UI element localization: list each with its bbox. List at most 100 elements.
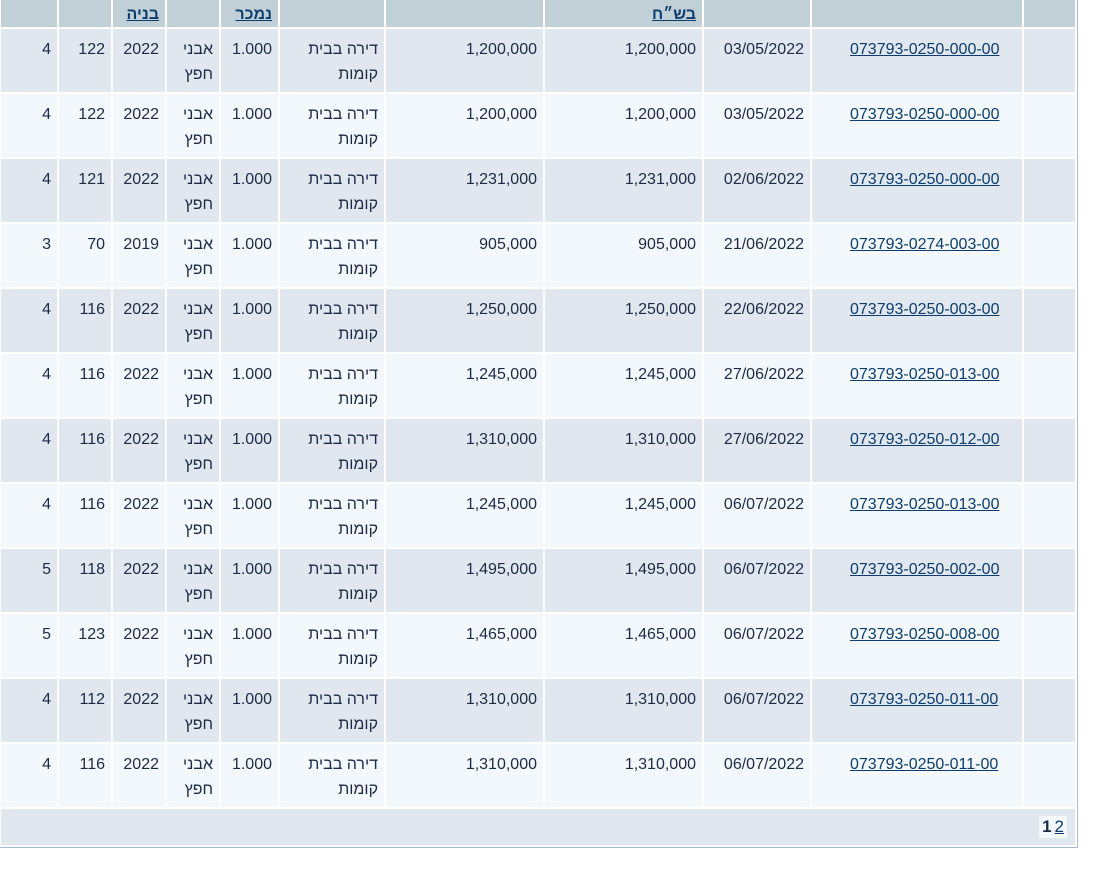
gush-link[interactable]: 073793-0250-000-00: [850, 106, 1000, 123]
column-header-6[interactable]: נמכר: [221, 0, 278, 27]
rooms-cell: 4: [1, 419, 57, 482]
property-type-cell: דירה בבית קומות: [280, 484, 384, 547]
area-cell: 116: [59, 419, 111, 482]
date-cell: 03/05/2022: [704, 29, 810, 92]
rooms-cell: 4: [1, 94, 57, 157]
area-cell: 116: [59, 744, 111, 807]
fraction-cell: 1.000: [221, 94, 278, 157]
gush-cell: 073793-0250-002-00: [812, 549, 1022, 612]
fraction-cell: 1.000: [221, 549, 278, 612]
gush-link[interactable]: 073793-0250-000-00: [850, 41, 1000, 58]
property-type-cell: דירה בבית קומות: [280, 224, 384, 287]
property-type-cell: דירה בבית קומות: [280, 94, 384, 157]
city-cell: אבני חפץ: [167, 614, 219, 677]
fraction-cell: 1.000: [221, 29, 278, 92]
gush-link[interactable]: 073793-0250-013-00: [850, 366, 1000, 383]
city-cell: אבני חפץ: [167, 744, 219, 807]
rooms-cell: 4: [1, 289, 57, 352]
rooms-cell: 3: [1, 224, 57, 287]
date-cell: 06/07/2022: [704, 614, 810, 677]
sort-link[interactable]: נמכר: [235, 6, 272, 23]
fraction-cell: 1.000: [221, 224, 278, 287]
table-row: 073793-0250-008-00 06/07/2022 1,465,000 1,4…: [1, 614, 1075, 677]
area-cell: 116: [59, 484, 111, 547]
declared-price-cell: 1,245,000: [386, 484, 543, 547]
empty-cell: [1024, 679, 1075, 742]
table-header-row: בש״ח נמכר בניה: [1, 0, 1075, 27]
empty-cell: [1024, 29, 1075, 92]
fraction-cell: 1.000: [221, 614, 278, 677]
gush-cell: 073793-0250-013-00: [812, 484, 1022, 547]
declared-price-cell: 1,231,000: [386, 159, 543, 222]
empty-cell: [1024, 354, 1075, 417]
column-header-7: [167, 0, 219, 27]
gush-link[interactable]: 073793-0250-012-00: [850, 431, 1000, 448]
property-type-cell: דירה בבית קומות: [280, 614, 384, 677]
date-cell: 27/06/2022: [704, 354, 810, 417]
column-header-2: [704, 0, 810, 27]
empty-cell: [1024, 484, 1075, 547]
page-current: 1: [1042, 817, 1052, 836]
gush-link[interactable]: 073793-0250-011-00: [850, 691, 999, 708]
gush-cell: 073793-0250-000-00: [812, 159, 1022, 222]
sort-link[interactable]: בש״ח: [652, 6, 696, 23]
build-year-cell: 2022: [113, 289, 165, 352]
rooms-cell: 4: [1, 159, 57, 222]
page-link-2[interactable]: 2: [1054, 817, 1064, 836]
empty-cell: [1024, 614, 1075, 677]
price-cell: 1,310,000: [545, 419, 702, 482]
price-cell: 905,000: [545, 224, 702, 287]
build-year-cell: 2022: [113, 679, 165, 742]
property-type-cell: דירה בבית קומות: [280, 29, 384, 92]
column-header-0: [1024, 0, 1075, 27]
city-cell: אבני חפץ: [167, 419, 219, 482]
build-year-cell: 2019: [113, 224, 165, 287]
area-cell: 70: [59, 224, 111, 287]
gush-link[interactable]: 073793-0250-011-00: [850, 756, 999, 773]
city-cell: אבני חפץ: [167, 29, 219, 92]
rooms-cell: 4: [1, 29, 57, 92]
empty-cell: [1024, 289, 1075, 352]
table-row: 073793-0250-000-00 02/06/2022 1,231,000 1,2…: [1, 159, 1075, 222]
column-header-8[interactable]: בניה: [113, 0, 165, 27]
sort-link[interactable]: בניה: [126, 6, 159, 23]
fraction-cell: 1.000: [221, 159, 278, 222]
price-cell: 1,245,000: [545, 484, 702, 547]
property-type-cell: דירה בבית קומות: [280, 679, 384, 742]
date-cell: 02/06/2022: [704, 159, 810, 222]
date-cell: 03/05/2022: [704, 94, 810, 157]
column-header-3[interactable]: בש״ח: [545, 0, 702, 27]
gush-link[interactable]: 073793-0250-000-00: [850, 171, 1000, 188]
gush-link[interactable]: 073793-0250-002-00: [850, 561, 1000, 578]
price-cell: 1,310,000: [545, 679, 702, 742]
table-row: 073793-0274-003-00 21/06/2022 905,000 905,0…: [1, 224, 1075, 287]
area-cell: 118: [59, 549, 111, 612]
area-cell: 112: [59, 679, 111, 742]
column-header-5: [280, 0, 384, 27]
empty-cell: [1024, 224, 1075, 287]
gush-link[interactable]: 073793-0250-013-00: [850, 496, 1000, 513]
table-row: 073793-0250-000-00 03/05/2022 1,200,000 1,2…: [1, 29, 1075, 92]
empty-cell: [1024, 744, 1075, 807]
gush-cell: 073793-0250-013-00: [812, 354, 1022, 417]
area-cell: 116: [59, 289, 111, 352]
empty-cell: [1024, 549, 1075, 612]
build-year-cell: 2022: [113, 94, 165, 157]
declared-price-cell: 1,465,000: [386, 614, 543, 677]
gush-cell: 073793-0274-003-00: [812, 224, 1022, 287]
rooms-cell: 5: [1, 614, 57, 677]
city-cell: אבני חפץ: [167, 354, 219, 417]
gush-link[interactable]: 073793-0250-003-00: [850, 301, 1000, 318]
declared-price-cell: 1,310,000: [386, 419, 543, 482]
city-cell: אבני חפץ: [167, 224, 219, 287]
gush-link[interactable]: 073793-0250-008-00: [850, 626, 1000, 643]
gush-cell: 073793-0250-000-00: [812, 94, 1022, 157]
empty-cell: [1024, 419, 1075, 482]
table-row: 073793-0250-002-00 06/07/2022 1,495,000 1,4…: [1, 549, 1075, 612]
gush-link[interactable]: 073793-0274-003-00: [850, 236, 1000, 253]
price-cell: 1,200,000: [545, 29, 702, 92]
price-cell: 1,200,000: [545, 94, 702, 157]
transactions-table: בש״ח נמכר בניה 073793-0250-000-00 03/05/202…: [1, 0, 1075, 807]
declared-price-cell: 1,250,000: [386, 289, 543, 352]
